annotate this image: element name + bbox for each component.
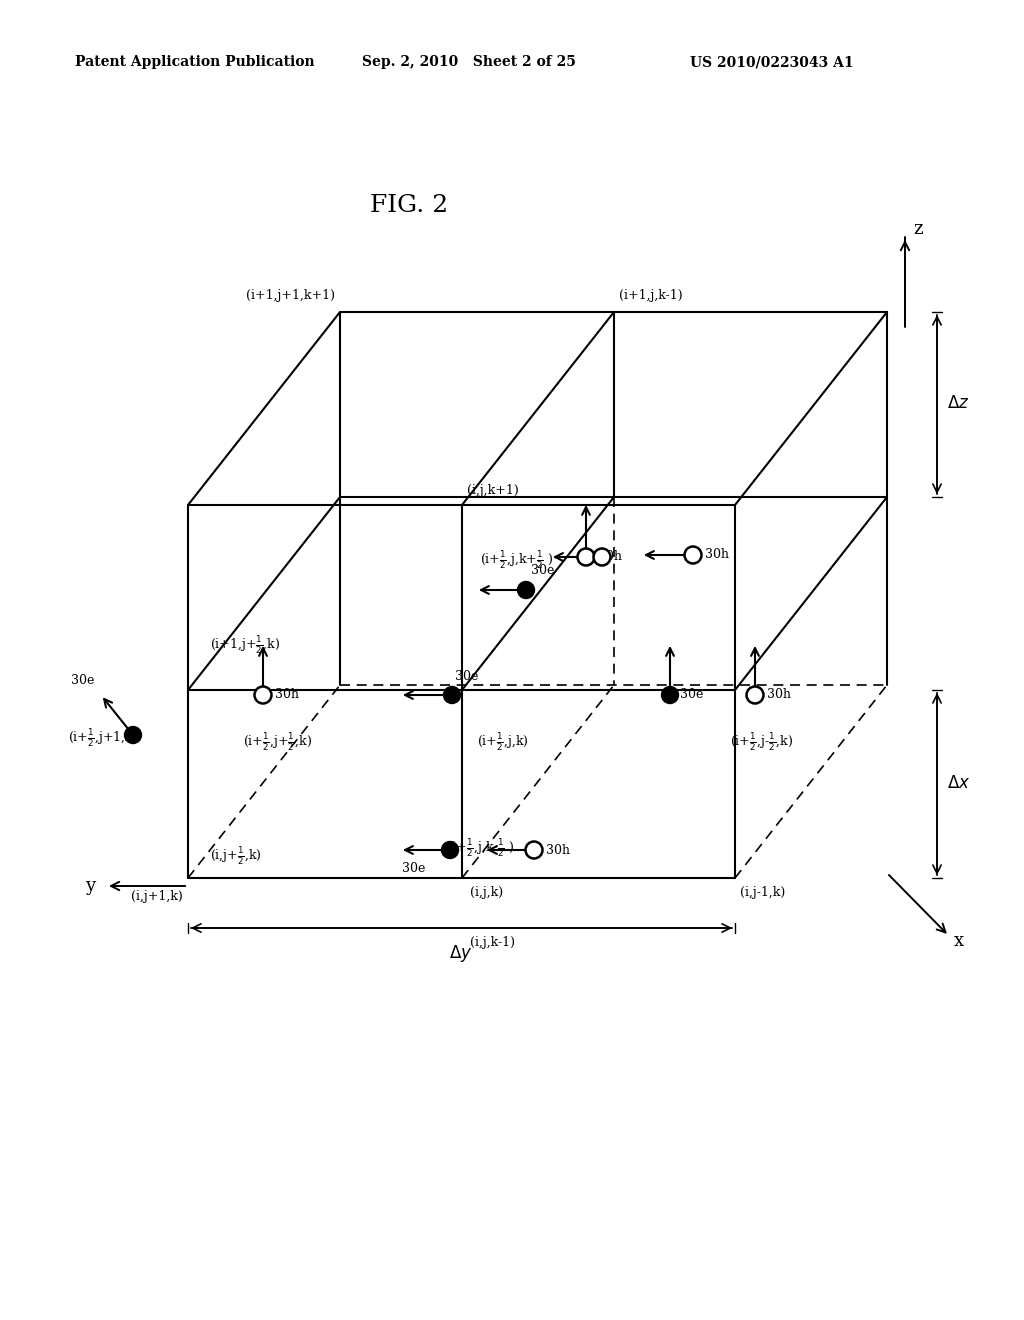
Text: (i,j+1,k): (i,j+1,k): [131, 890, 183, 903]
Text: (i+$\frac{1}{2}$,j+$\frac{1}{2}$,k): (i+$\frac{1}{2}$,j+$\frac{1}{2}$,k): [243, 731, 312, 752]
Text: 30h: 30h: [767, 689, 791, 701]
Text: 30e: 30e: [402, 862, 425, 874]
Text: (i+$\frac{1}{2}$,j+1,k): (i+$\frac{1}{2}$,j+1,k): [68, 727, 138, 748]
Text: Patent Application Publication: Patent Application Publication: [75, 55, 314, 69]
Text: (i+1,j+1,k+1): (i+1,j+1,k+1): [246, 289, 335, 302]
Circle shape: [662, 686, 679, 704]
Text: (i,j-1,k): (i,j-1,k): [740, 886, 785, 899]
Text: 30e: 30e: [455, 671, 478, 684]
Text: 30h: 30h: [598, 550, 622, 564]
Text: 30h: 30h: [705, 549, 729, 561]
Circle shape: [525, 842, 543, 858]
Text: (i+$\frac{1}{2}$,j,k+$\frac{1}{2}$ ): (i+$\frac{1}{2}$,j,k+$\frac{1}{2}$ ): [480, 549, 553, 572]
Text: $\Delta y$: $\Delta y$: [450, 942, 473, 964]
Text: 30h: 30h: [275, 689, 299, 701]
Text: $\Delta z$: $\Delta z$: [947, 396, 970, 412]
Text: z: z: [913, 220, 923, 238]
Text: (i,j,k-1): (i,j,k-1): [470, 936, 515, 949]
Text: US 2010/0223043 A1: US 2010/0223043 A1: [690, 55, 854, 69]
Text: Sep. 2, 2010   Sheet 2 of 25: Sep. 2, 2010 Sheet 2 of 25: [362, 55, 575, 69]
Text: 30e: 30e: [71, 673, 94, 686]
Text: $\Delta x$: $\Delta x$: [947, 776, 971, 792]
Text: x: x: [954, 932, 965, 950]
Text: (i+$\frac{1}{2}$,j-$\frac{1}{2}$,k): (i+$\frac{1}{2}$,j-$\frac{1}{2}$,k): [730, 731, 794, 752]
Text: (i,j,k): (i,j,k): [470, 886, 503, 899]
Circle shape: [255, 686, 271, 704]
Circle shape: [578, 549, 595, 565]
Text: (i,j+$\frac{1}{2}$,k): (i,j+$\frac{1}{2}$,k): [210, 845, 262, 867]
Text: y: y: [85, 876, 95, 895]
Text: (i+1,j+$\frac{1}{2}$,k): (i+1,j+$\frac{1}{2}$,k): [210, 634, 281, 656]
Text: (i+$\frac{1}{2}$,j,k): (i+$\frac{1}{2}$,j,k): [477, 731, 528, 752]
Text: (i,j,k+1): (i,j,k+1): [467, 484, 519, 498]
Circle shape: [517, 582, 535, 598]
Circle shape: [441, 842, 459, 858]
Text: (i+1,j,k-1): (i+1,j,k-1): [618, 289, 683, 302]
Text: (i+$\frac{1}{2}$,j,k-$\frac{1}{2}$ ): (i+$\frac{1}{2}$,j,k-$\frac{1}{2}$ ): [447, 837, 514, 859]
Circle shape: [594, 549, 610, 565]
Circle shape: [684, 546, 701, 564]
Text: 30e: 30e: [531, 564, 554, 577]
Text: FIG. 2: FIG. 2: [370, 194, 449, 216]
Text: 30h: 30h: [546, 843, 570, 857]
Text: 30e: 30e: [680, 689, 703, 701]
Circle shape: [746, 686, 764, 704]
Circle shape: [443, 686, 461, 704]
Circle shape: [125, 726, 141, 743]
